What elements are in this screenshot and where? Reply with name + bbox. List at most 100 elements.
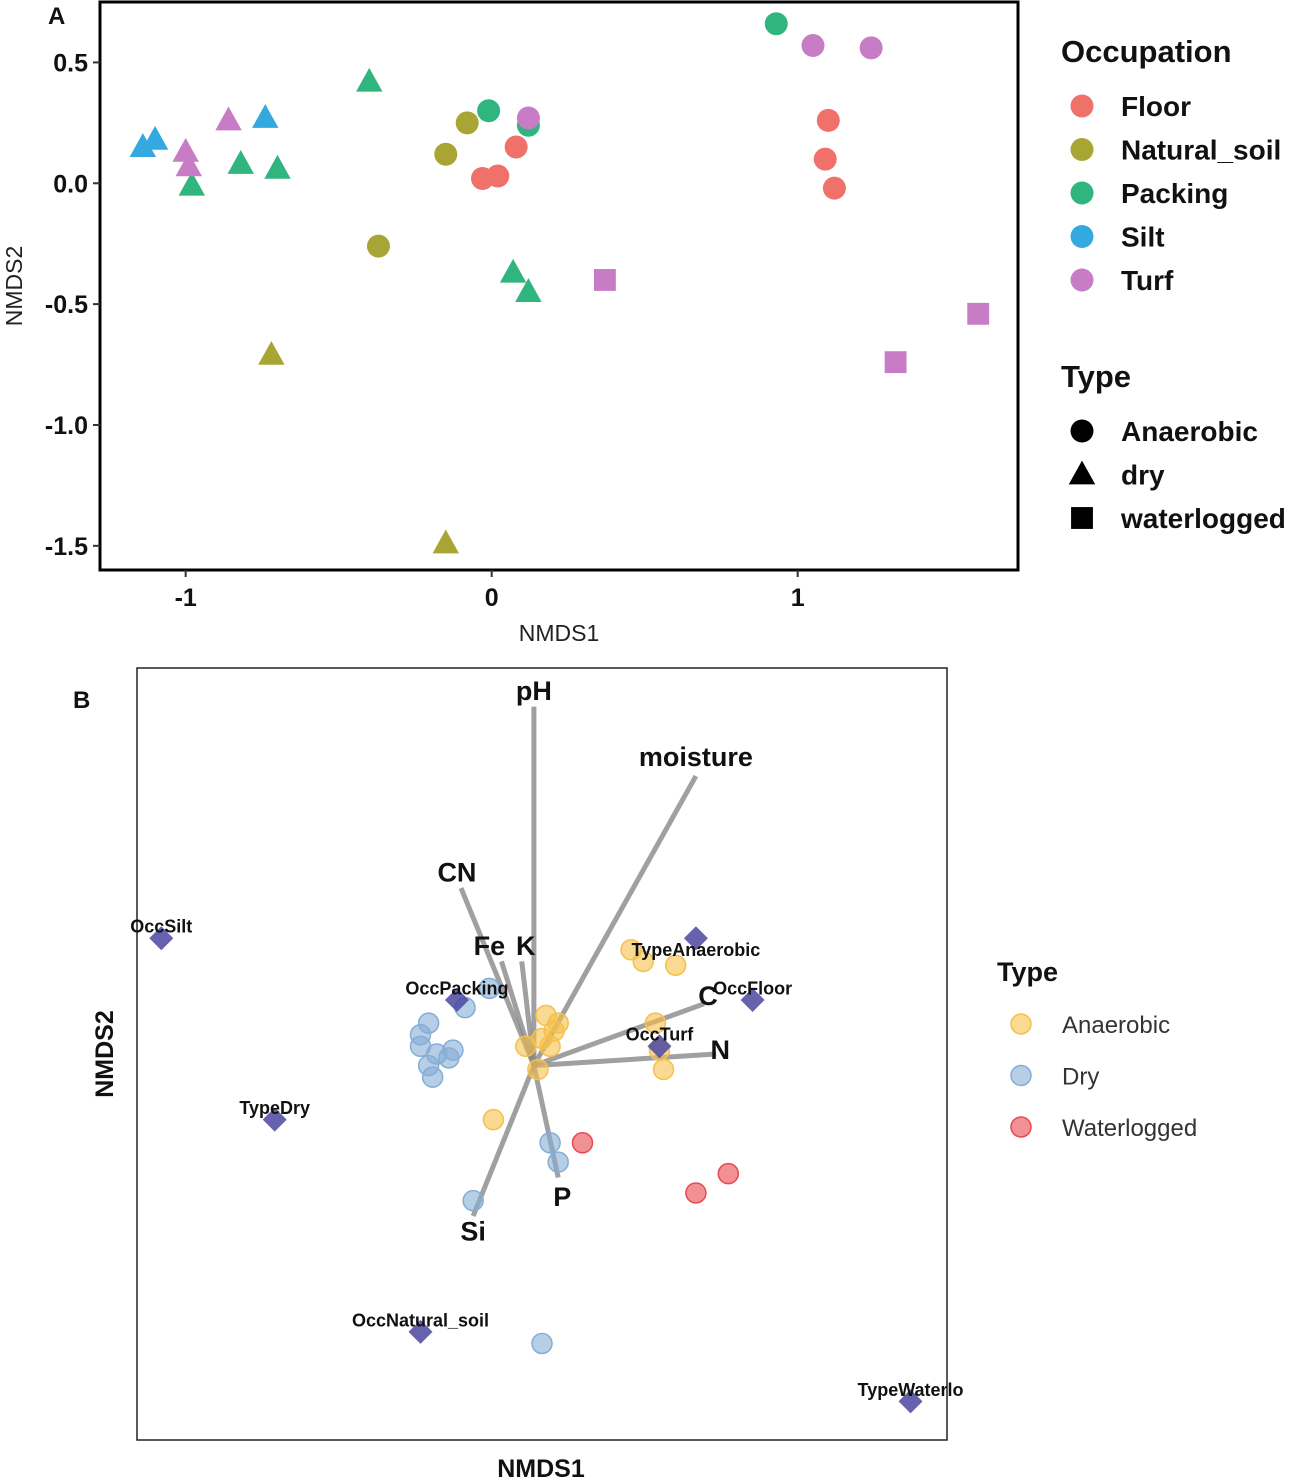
centroid-label: TypeDry (239, 1098, 310, 1118)
site-point (539, 1132, 561, 1154)
data-point (227, 150, 254, 174)
panel-b: B OccSilt OccPacking TypeAnaerobic OccFloor… (73, 667, 1197, 1479)
legend-type-label: waterlogged (1120, 503, 1286, 534)
site-point (462, 1189, 484, 1212)
data-point (129, 133, 157, 157)
site-point (717, 1162, 740, 1185)
y-tick-label: -1.0 (45, 412, 88, 440)
panel-b-plot-frame (136, 667, 948, 1441)
panel-b-sites (409, 939, 740, 1355)
legend-occupation-swatch (1070, 268, 1094, 292)
vector-label: pH (516, 676, 552, 706)
vector-arrow (458, 887, 537, 1067)
panel-a-plot-frame (98, 0, 1020, 572)
legend-type-swatch (1071, 507, 1093, 529)
data-point (258, 340, 285, 365)
legend-b-label: Anaerobic (1062, 1012, 1170, 1039)
data-point (178, 171, 206, 196)
site-point (482, 1108, 505, 1131)
centroid-marker (683, 926, 708, 951)
centroid-label: OccPacking (405, 978, 508, 998)
panel-a-legend: Occupation Floor Natural_soil Packing Silt T… (1061, 34, 1286, 534)
x-tick-label: -1 (175, 584, 197, 612)
panel-b-legend: Type Anaerobic Dry Waterlogged (997, 957, 1197, 1142)
data-point (455, 111, 479, 135)
site-point (527, 1058, 549, 1081)
panel-b-centroids: OccSilt OccPacking TypeAnaerobic OccFloor Oc… (130, 917, 964, 1414)
vector-arrow (470, 1064, 537, 1218)
vector-label: Si (460, 1217, 486, 1247)
legend-occupation-title: Occupation (1061, 34, 1232, 69)
legend-occupation-entries: Floor Natural_soil Packing Silt Turf (1070, 91, 1281, 296)
site-point (632, 950, 654, 973)
data-point (264, 154, 291, 179)
site-point (421, 1066, 444, 1088)
data-point (516, 106, 540, 130)
site-point (644, 1012, 667, 1034)
site-point (685, 1182, 707, 1204)
vector-arrow (533, 1001, 705, 1068)
data-point (356, 67, 383, 92)
centroid-label: OccFloor (713, 978, 792, 998)
y-tick-label: -1.5 (45, 533, 88, 561)
legend-occupation-swatch (1070, 181, 1094, 205)
data-point (172, 137, 199, 162)
data-point (816, 108, 840, 132)
site-point (547, 1151, 569, 1173)
legend-b-swatch (1010, 1013, 1032, 1035)
y-tick-label: 0.5 (53, 49, 88, 77)
data-point (175, 152, 202, 177)
legend-type-entries: Anaerobic dry waterlogged (1068, 416, 1286, 534)
panel-a-x-axis-label: NMDS1 (519, 620, 600, 646)
vector-label: P (553, 1182, 571, 1212)
data-point (515, 278, 542, 302)
vector-label: C (698, 981, 718, 1011)
legend-occupation-label: Silt (1121, 222, 1165, 253)
vector-arrow (533, 1051, 717, 1069)
centroid-marker (262, 1107, 287, 1132)
data-point (366, 234, 390, 258)
centroid-marker (647, 1034, 672, 1059)
panel-b-y-axis-label: NMDS2 (91, 1010, 119, 1098)
legend-occupation-swatch (1070, 225, 1094, 248)
data-point (884, 351, 907, 374)
legend-b-label: Dry (1062, 1064, 1099, 1091)
legend-b-swatch (1010, 1116, 1032, 1138)
data-point (499, 258, 527, 283)
site-point (652, 1058, 675, 1081)
data-point (252, 104, 279, 128)
data-point (215, 106, 242, 131)
legend-b-label: Waterlogged (1062, 1115, 1197, 1142)
legend-b-type-title: Type (997, 957, 1058, 987)
vector-label: CN (437, 858, 476, 888)
data-point (967, 302, 990, 325)
panel-b-vector-labels: pH moisture CN Fe K CN P Si (437, 676, 752, 1246)
x-tick-label: 0 (485, 584, 499, 612)
vector-label: K (516, 931, 536, 961)
vector-label: moisture (639, 742, 753, 772)
legend-b-entries: Anaerobic Dry Waterlogged (1010, 1012, 1197, 1142)
x-tick-label: 1 (791, 584, 805, 612)
legend-b-swatch (1010, 1064, 1032, 1087)
site-point (664, 954, 687, 976)
site-point (515, 1035, 537, 1058)
panel-a-axes: -1 0 1 0.5 0.0 -0.5 -1.0 -1.5 (45, 49, 805, 612)
site-point (531, 1332, 553, 1355)
legend-occupation-swatch (1070, 138, 1094, 161)
panel-a: A -1 0 1 0.5 0.0 -0.5 -1.0 -1.5 NMDS1 NMDS2 Occ… (1, 0, 1286, 646)
centroid-label: OccSilt (130, 917, 192, 937)
legend-type-title: Type (1061, 359, 1131, 394)
data-point (477, 99, 501, 123)
legend-occupation-label: Packing (1121, 178, 1228, 209)
site-point (442, 1039, 464, 1061)
legend-type-label: Anaerobic (1121, 416, 1258, 447)
legend-occupation-label: Turf (1121, 265, 1174, 296)
legend-type-swatch (1068, 460, 1096, 485)
vector-label: Fe (474, 931, 506, 961)
data-point (764, 12, 788, 36)
centroid-marker (740, 987, 765, 1012)
panel-b-label: B (73, 687, 90, 714)
data-point (813, 147, 837, 171)
centroid-label: TypeWaterlo (858, 1380, 964, 1400)
legend-type-label: dry (1121, 460, 1165, 491)
